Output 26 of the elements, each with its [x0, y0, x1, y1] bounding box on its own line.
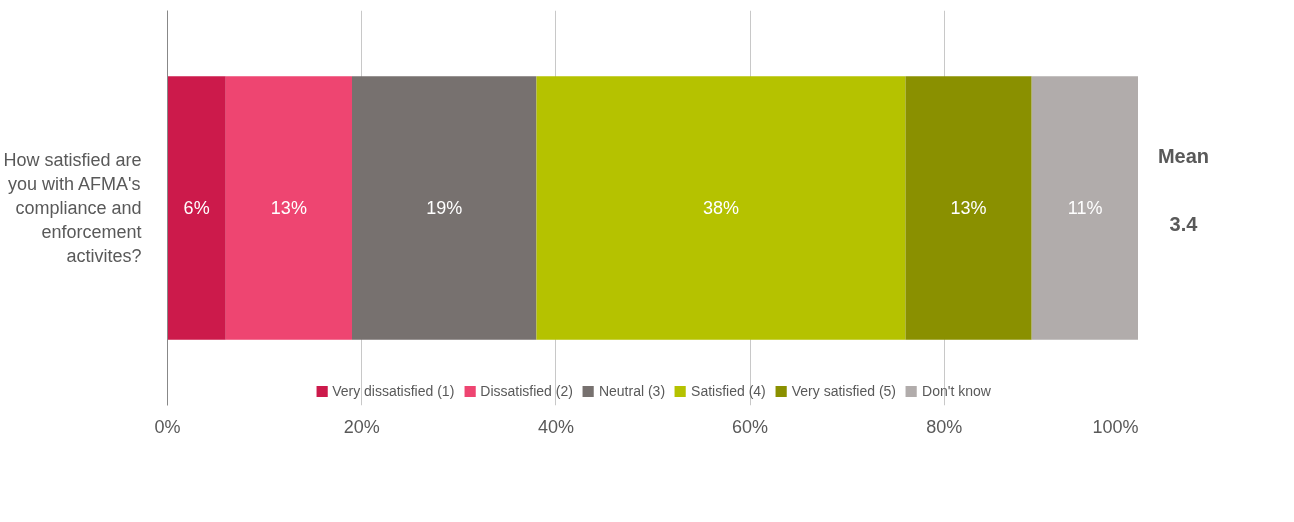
legend-label: Neutral (3) — [598, 383, 666, 399]
legend-label: Very satisfied (5) — [791, 383, 897, 399]
x-tick-label: 40% — [537, 416, 574, 437]
legend-label: Satisfied (4) — [691, 383, 766, 399]
data-label: 13% — [270, 198, 307, 218]
text: Mean — [1157, 144, 1210, 167]
data-label: 13% — [950, 198, 987, 218]
text: 3.4 — [1169, 212, 1199, 235]
bar — [905, 76, 1032, 340]
bar — [167, 76, 226, 340]
data-label: 38% — [702, 198, 739, 218]
data-label: 6% — [183, 198, 210, 218]
data-label: 11% — [1067, 198, 1103, 218]
x-tick-label: 20% — [343, 416, 380, 437]
legend-label: Don't know — [922, 383, 991, 399]
y-tick-label: How satisfied are you with AFMA's compliance and enforcement activites? — [3, 150, 142, 266]
legend-label: Very dissatisfied (1) — [332, 383, 455, 399]
bar — [351, 76, 537, 340]
bar — [225, 76, 352, 340]
bar — [536, 76, 906, 340]
data-label: 19% — [426, 198, 463, 218]
x-tick-label: 100% — [1092, 416, 1139, 437]
x-tick-label: 0% — [154, 416, 181, 437]
legend-label: Dissatisfied (2) — [480, 383, 573, 399]
x-tick-label: 80% — [926, 416, 963, 437]
x-tick-label: 60% — [732, 416, 769, 437]
